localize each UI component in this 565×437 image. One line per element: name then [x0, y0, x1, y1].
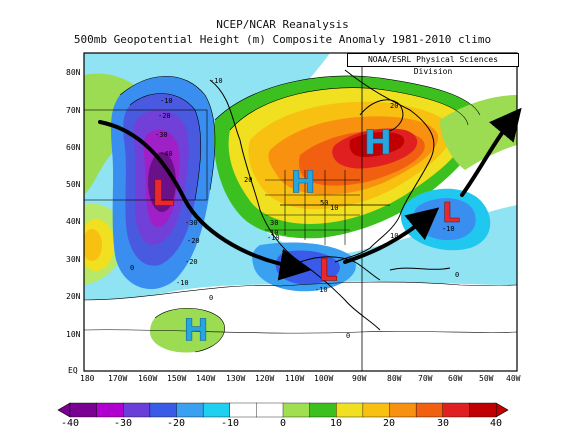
latitude-label: 30N — [66, 255, 81, 264]
contour-value-label: 50 — [320, 199, 328, 207]
longitude-label: 120W — [255, 374, 275, 383]
title-line-2: 500mb Geopotential Height (m) Composite … — [73, 33, 492, 46]
colorbar-tick-label: 10 — [329, 418, 343, 429]
contour-value-label: -10 — [210, 77, 223, 85]
contour-value-label: -10 — [267, 234, 280, 242]
arrow-gulf-jet — [343, 207, 440, 264]
colorbar-tick-label: -10 — [220, 418, 240, 429]
colorbar-swatch — [336, 402, 364, 418]
contour-labels: -10-10-20-30-40-20-30-20-1000-10-10-1010… — [130, 77, 459, 340]
latitude-label: 50N — [66, 180, 81, 189]
colorbar-swatch — [362, 402, 390, 418]
high-pressure-marker: H — [183, 314, 208, 349]
latitude-label: 20N — [66, 292, 81, 301]
longitude-label: 60W — [448, 374, 463, 383]
contour-value-label: 10 — [330, 204, 338, 212]
contour-value-label: 20 — [390, 102, 398, 110]
latitude-label: 80N — [66, 68, 81, 77]
arrow-pacific-jet — [98, 120, 312, 281]
colorbar-swatch — [442, 402, 470, 418]
longitude-label: 110W — [285, 374, 305, 383]
colorbar-swatch — [282, 402, 311, 418]
colorbar-swatch — [469, 402, 497, 418]
contour-value-label: 0 — [130, 264, 134, 272]
latitude-label: 60N — [66, 143, 81, 152]
colorbar-tick-label: -40 — [60, 418, 80, 429]
colorbar-tick-label: 0 — [279, 418, 287, 429]
arrow-atlantic-jet — [460, 107, 522, 197]
longitude-label: 80W — [387, 374, 402, 383]
colorbar-swatch — [149, 402, 177, 418]
contour-value-label: 0 — [209, 294, 213, 302]
high-pressure-marker: H — [364, 123, 392, 163]
longitude-label: 130W — [226, 374, 246, 383]
colorbar-swatch — [229, 402, 257, 418]
contour-value-label: 20 — [244, 176, 252, 184]
credit-label: NOAA/ESRL Physical Sciences Division — [347, 53, 519, 76]
latitude-label: EQ — [68, 366, 78, 375]
colorbar-swatch — [389, 402, 417, 418]
high-pressure-marker: H — [290, 166, 315, 201]
plot-frame — [83, 52, 518, 372]
colorbar-swatch — [96, 402, 124, 418]
low-pressure-marker: L — [442, 196, 460, 229]
longitude-label: 90W — [352, 374, 367, 383]
contour-value-label: -20 — [158, 112, 171, 120]
longitude-label: 50W — [479, 374, 494, 383]
contour-value-label: 0 — [346, 332, 350, 340]
contour-value-label: -10 — [315, 286, 328, 294]
longitude-label: 40W — [506, 374, 521, 383]
contour-value-label: -30 — [185, 219, 198, 227]
colorbar-swatch — [123, 402, 151, 418]
contour-value-label: -40 — [160, 150, 173, 158]
colorbar-tick-label: 20 — [382, 418, 396, 429]
colorbar-tick-label: -20 — [166, 418, 186, 429]
contour-value-label: 0 — [455, 271, 459, 279]
longitude-label: 150W — [167, 374, 187, 383]
contour-value-label: -10 — [176, 279, 189, 287]
contour-value-label: -20 — [185, 258, 198, 266]
colorbar-tick-label: 40 — [489, 418, 503, 429]
longitude-label: 70W — [418, 374, 433, 383]
colorbar — [57, 402, 509, 418]
flow-arrows — [98, 107, 522, 281]
longitude-label: 140W — [196, 374, 216, 383]
latitude-label: 10N — [66, 330, 81, 339]
title-line-1: NCEP/NCAR Reanalysis — [216, 18, 349, 31]
contour-value-label: -20 — [187, 237, 200, 245]
colorbar-swatch — [309, 402, 337, 418]
latitude-label: 40N — [66, 217, 81, 226]
colorbar-tick-label: -30 — [113, 418, 133, 429]
colorbar-swatch — [256, 402, 284, 418]
colorbar-swatch — [69, 402, 98, 418]
longitude-label: 170W — [108, 374, 128, 383]
pressure-centers: L H H L L H — [151, 123, 460, 349]
colorbar-swatch — [176, 402, 204, 418]
contour-value-label: 30 — [270, 219, 278, 227]
longitude-label: 180 — [80, 374, 95, 383]
colorbar-swatch — [415, 402, 444, 418]
low-pressure-marker: L — [318, 254, 337, 289]
low-pressure-marker: L — [152, 174, 175, 215]
colorbar-swatch — [202, 402, 231, 418]
contour-value-label: -10 — [442, 225, 455, 233]
contour-value-label: -30 — [155, 131, 168, 139]
contour-value-label: -10 — [160, 97, 173, 105]
latitude-label: 70N — [66, 106, 81, 115]
contour-value-label: 10 — [270, 229, 278, 237]
longitude-label: 100W — [314, 374, 334, 383]
longitude-label: 160W — [138, 374, 158, 383]
contour-value-label: 10 — [390, 232, 398, 240]
colorbar-tick-label: 30 — [436, 418, 450, 429]
